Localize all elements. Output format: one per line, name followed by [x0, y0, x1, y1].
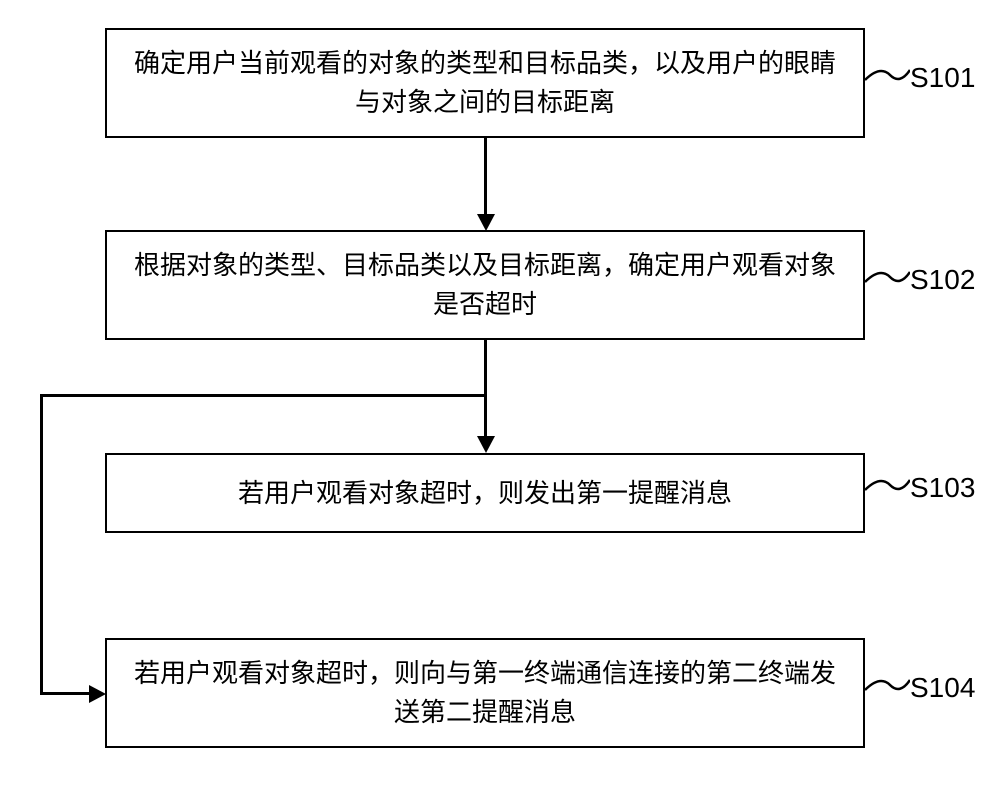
arrow-s102-s103: [484, 340, 487, 437]
node-text: 若用户观看对象超时，则发出第一提醒消息: [238, 474, 732, 513]
label-connector-s104: [865, 670, 910, 710]
arrowhead-branch-s104: [89, 685, 106, 703]
label-connector-s103: [865, 470, 910, 510]
flowchart-node-s103: 若用户观看对象超时，则发出第一提醒消息: [105, 453, 865, 533]
step-label-s102: S102: [910, 264, 975, 296]
label-connector-s102: [865, 262, 910, 302]
flowchart-node-s101: 确定用户当前观看的对象的类型和目标品类，以及用户的眼睛与对象之间的目标距离: [105, 28, 865, 138]
flowchart-node-s104: 若用户观看对象超时，则向与第一终端通信连接的第二终端发送第二提醒消息: [105, 638, 865, 748]
step-label-s103: S103: [910, 472, 975, 504]
arrowhead-s102-s103: [477, 436, 495, 453]
arrowhead-s101-s102: [477, 214, 495, 231]
branch-horizontal-right: [40, 692, 90, 695]
node-text: 确定用户当前观看的对象的类型和目标品类，以及用户的眼睛与对象之间的目标距离: [127, 44, 843, 122]
branch-vertical-down: [40, 394, 43, 694]
node-text: 根据对象的类型、目标品类以及目标距离，确定用户观看对象是否超时: [127, 246, 843, 324]
flowchart-node-s102: 根据对象的类型、目标品类以及目标距离，确定用户观看对象是否超时: [105, 230, 865, 340]
label-connector-s101: [865, 60, 910, 100]
node-text: 若用户观看对象超时，则向与第一终端通信连接的第二终端发送第二提醒消息: [127, 654, 843, 732]
arrow-s101-s102: [484, 138, 487, 215]
step-label-s104: S104: [910, 672, 975, 704]
branch-horizontal-left: [40, 394, 487, 397]
step-label-s101: S101: [910, 62, 975, 94]
flowchart-container: 确定用户当前观看的对象的类型和目标品类，以及用户的眼睛与对象之间的目标距离 S1…: [0, 0, 1000, 801]
